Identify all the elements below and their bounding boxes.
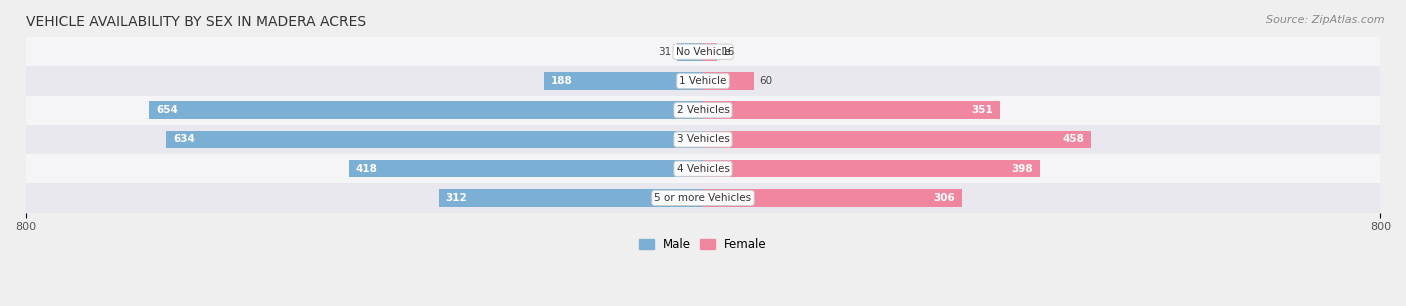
Text: 3 Vehicles: 3 Vehicles [676, 134, 730, 144]
Bar [25, 95, 1381, 125]
Text: VEHICLE AVAILABILITY BY SEX IN MADERA ACRES: VEHICLE AVAILABILITY BY SEX IN MADERA AC… [25, 15, 366, 29]
Bar [25, 37, 1381, 66]
Bar [25, 66, 1381, 95]
Bar [703, 72, 754, 90]
Bar [544, 72, 703, 90]
Text: Source: ZipAtlas.com: Source: ZipAtlas.com [1267, 15, 1385, 25]
Text: 634: 634 [173, 134, 195, 144]
Text: 188: 188 [551, 76, 572, 86]
Bar [703, 131, 1091, 148]
Bar [703, 43, 717, 61]
Legend: Male, Female: Male, Female [634, 233, 772, 256]
Bar [166, 131, 703, 148]
Bar [703, 189, 962, 207]
Text: 60: 60 [759, 76, 772, 86]
Bar [349, 160, 703, 177]
Bar [25, 183, 1381, 213]
Bar [703, 160, 1040, 177]
Bar [703, 102, 1000, 119]
Text: No Vehicle: No Vehicle [675, 47, 731, 57]
Text: 1 Vehicle: 1 Vehicle [679, 76, 727, 86]
Bar [25, 125, 1381, 154]
Text: 654: 654 [156, 105, 177, 115]
Text: 306: 306 [934, 193, 955, 203]
Text: 5 or more Vehicles: 5 or more Vehicles [654, 193, 752, 203]
Bar [439, 189, 703, 207]
Text: 4 Vehicles: 4 Vehicles [676, 164, 730, 174]
Text: 351: 351 [972, 105, 994, 115]
Text: 458: 458 [1062, 134, 1084, 144]
Text: 418: 418 [356, 164, 378, 174]
Text: 312: 312 [446, 193, 467, 203]
Text: 16: 16 [721, 47, 735, 57]
Bar [676, 43, 703, 61]
Text: 2 Vehicles: 2 Vehicles [676, 105, 730, 115]
Text: 398: 398 [1012, 164, 1033, 174]
Bar [25, 154, 1381, 183]
Bar [149, 102, 703, 119]
Text: 31: 31 [658, 47, 672, 57]
